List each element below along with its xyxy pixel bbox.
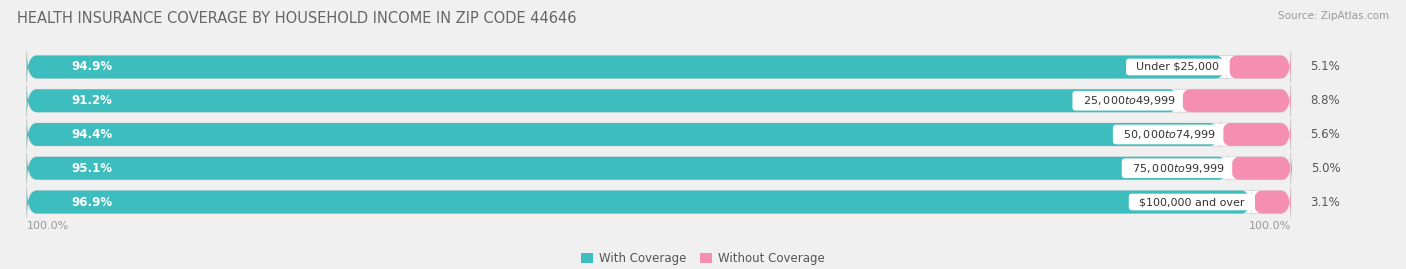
Text: 94.9%: 94.9% xyxy=(70,61,112,73)
FancyBboxPatch shape xyxy=(1229,153,1292,184)
Text: HEALTH INSURANCE COVERAGE BY HOUSEHOLD INCOME IN ZIP CODE 44646: HEALTH INSURANCE COVERAGE BY HOUSEHOLD I… xyxy=(17,11,576,26)
Text: 8.8%: 8.8% xyxy=(1310,94,1340,107)
FancyBboxPatch shape xyxy=(1251,186,1291,218)
Text: 3.1%: 3.1% xyxy=(1310,196,1340,208)
FancyBboxPatch shape xyxy=(1220,119,1291,150)
FancyBboxPatch shape xyxy=(27,119,1220,150)
Text: 91.2%: 91.2% xyxy=(70,94,112,107)
Text: 5.0%: 5.0% xyxy=(1310,162,1341,175)
Text: 5.6%: 5.6% xyxy=(1310,128,1340,141)
FancyBboxPatch shape xyxy=(1180,85,1291,116)
Text: 94.4%: 94.4% xyxy=(70,128,112,141)
Text: 96.9%: 96.9% xyxy=(70,196,112,208)
FancyBboxPatch shape xyxy=(27,51,1291,83)
FancyBboxPatch shape xyxy=(27,51,1226,83)
FancyBboxPatch shape xyxy=(27,119,1291,150)
Text: $100,000 and over: $100,000 and over xyxy=(1132,197,1251,207)
Text: 100.0%: 100.0% xyxy=(27,221,69,231)
Text: $25,000 to $49,999: $25,000 to $49,999 xyxy=(1076,94,1180,107)
FancyBboxPatch shape xyxy=(27,186,1291,218)
FancyBboxPatch shape xyxy=(27,153,1229,184)
FancyBboxPatch shape xyxy=(27,85,1291,116)
Text: $75,000 to $99,999: $75,000 to $99,999 xyxy=(1125,162,1229,175)
Text: 5.1%: 5.1% xyxy=(1310,61,1340,73)
Legend: With Coverage, Without Coverage: With Coverage, Without Coverage xyxy=(576,247,830,269)
Text: Under $25,000: Under $25,000 xyxy=(1129,62,1226,72)
FancyBboxPatch shape xyxy=(27,85,1180,116)
Text: $50,000 to $74,999: $50,000 to $74,999 xyxy=(1116,128,1220,141)
Text: Source: ZipAtlas.com: Source: ZipAtlas.com xyxy=(1278,11,1389,21)
Text: 95.1%: 95.1% xyxy=(70,162,112,175)
FancyBboxPatch shape xyxy=(27,153,1291,184)
FancyBboxPatch shape xyxy=(27,186,1251,218)
FancyBboxPatch shape xyxy=(1226,51,1291,83)
Text: 100.0%: 100.0% xyxy=(1249,221,1291,231)
